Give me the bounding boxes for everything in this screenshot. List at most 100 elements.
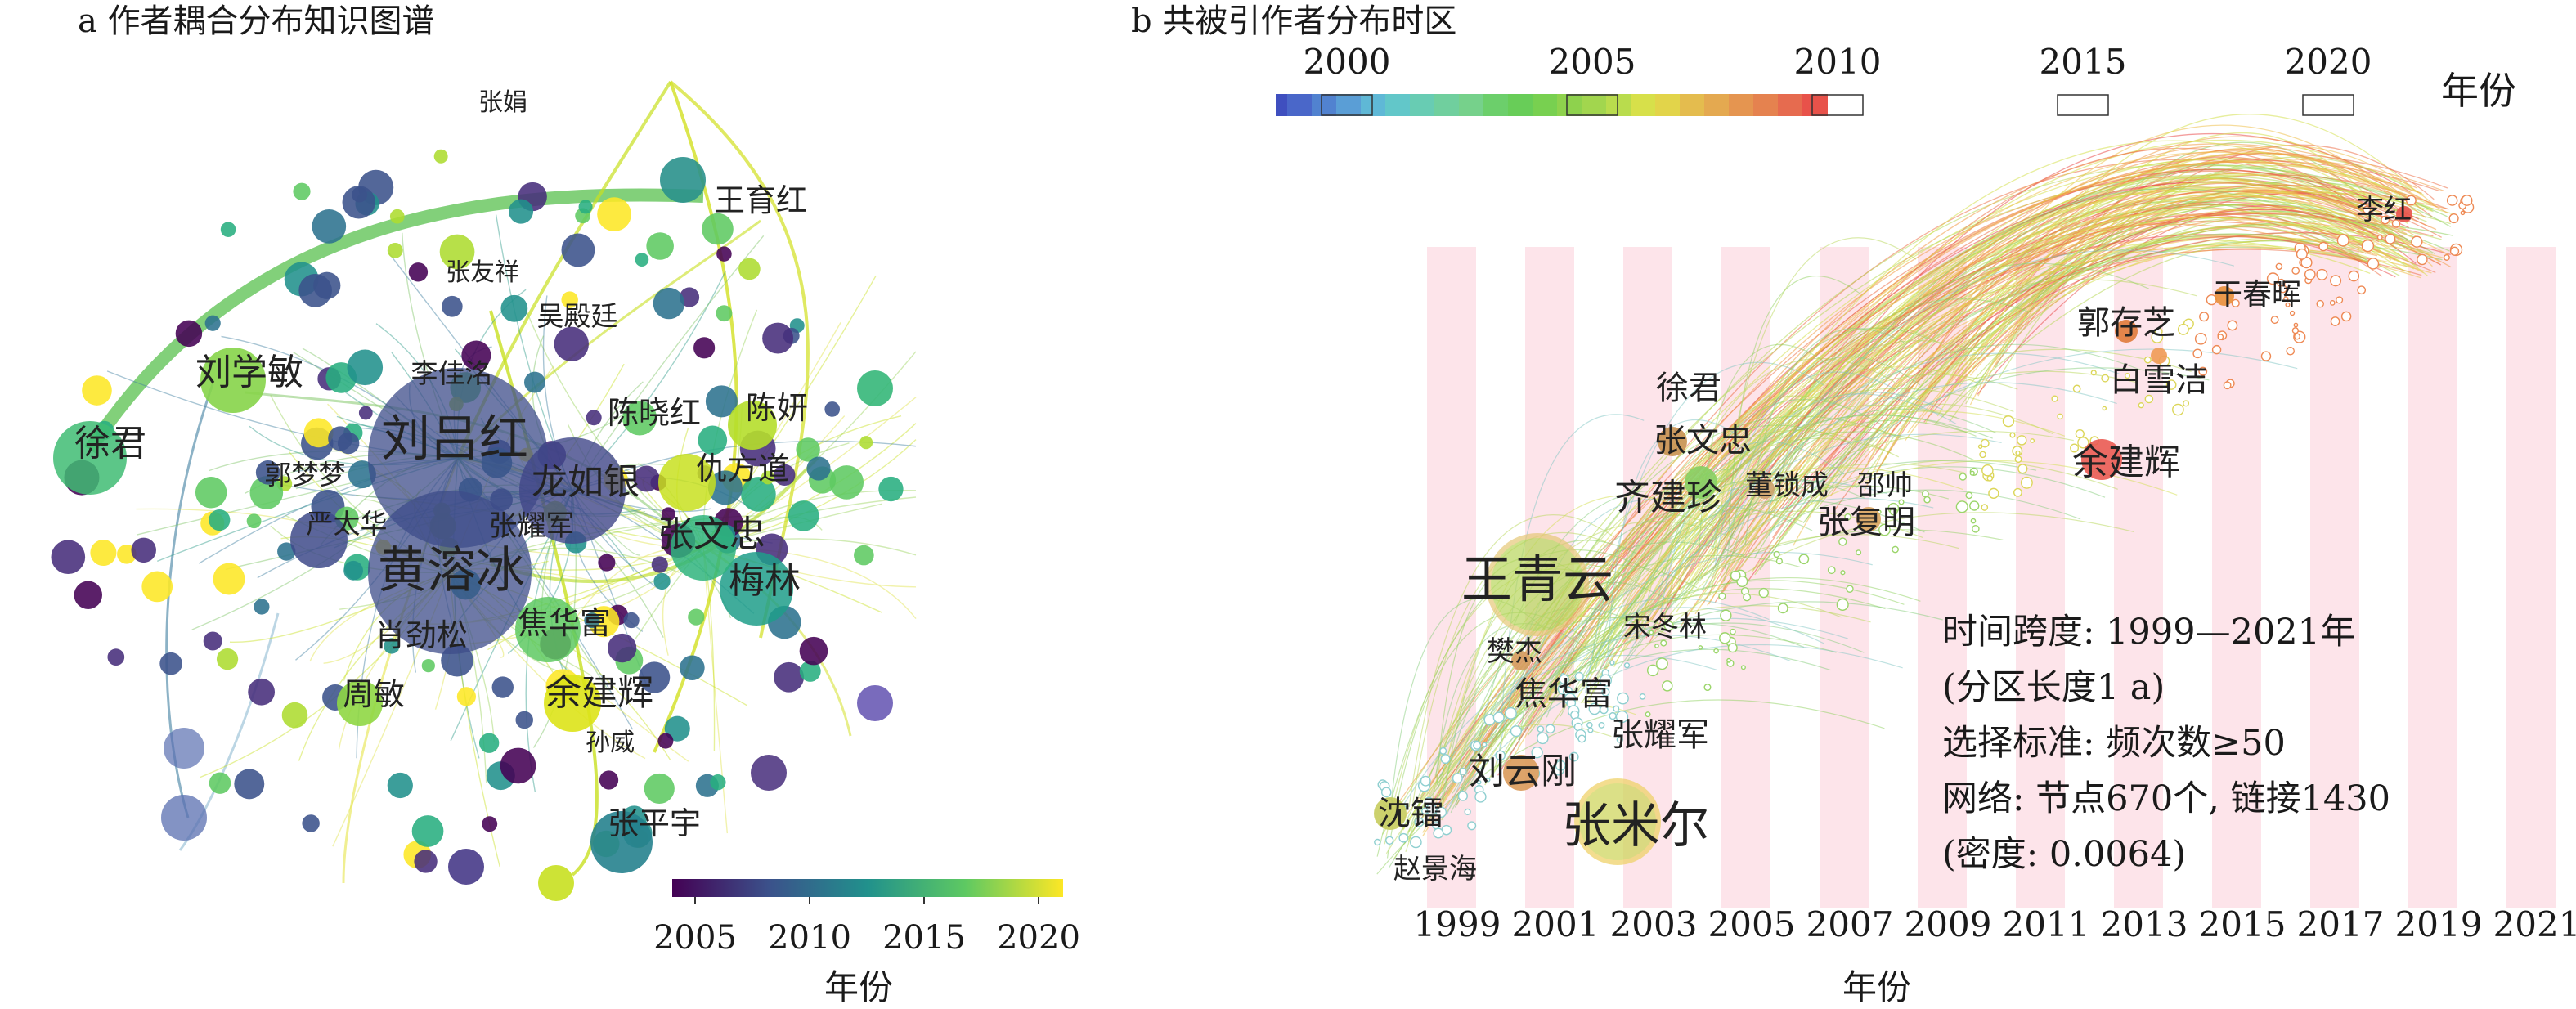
legend-year-label: 2010 <box>1794 42 1882 82</box>
network-node <box>799 660 821 682</box>
node-label: 王青云 <box>1461 549 1613 609</box>
cited-author-node <box>1609 711 1617 720</box>
cited-author-node <box>1485 778 1491 783</box>
network-node <box>500 747 536 784</box>
legend-swatch <box>1631 94 1656 116</box>
network-node <box>131 537 156 563</box>
node-qijianzhen-circle <box>1685 466 1717 499</box>
node-wangyuhong-circle <box>660 157 706 203</box>
cited-author-node <box>2367 258 2380 270</box>
node-label: 张文忠 <box>1654 422 1752 460</box>
cited-author-node <box>2051 395 2058 402</box>
node-right-purple-circle <box>857 685 893 721</box>
network-node <box>693 337 716 359</box>
cited-author-node <box>2013 487 2022 497</box>
cited-author-node <box>1537 725 1545 733</box>
node-zhangpingyu-circle <box>590 811 653 873</box>
cited-author-node <box>2266 272 2279 285</box>
cited-author-node <box>1970 518 1977 524</box>
network-node <box>710 774 726 791</box>
network-node <box>461 340 491 370</box>
network-node <box>312 209 347 244</box>
cited-author-node <box>1439 747 1447 755</box>
year-band <box>2212 247 2261 908</box>
info-timespan: 时间跨度: 1999—2021年 <box>1942 612 2356 652</box>
network-node <box>220 222 236 237</box>
node-label: 焦华富 <box>1515 675 1613 713</box>
network-node <box>442 295 463 317</box>
year-color-legend: 2000 2005 2010 2015 2020 <box>1276 42 2372 116</box>
cited-author-node <box>2381 215 2390 225</box>
network-node <box>255 460 280 485</box>
node-baixuejie-circle <box>2151 348 2167 364</box>
cited-author-node <box>1838 537 1847 546</box>
info-density: (密度: 0.0064) <box>1942 834 2187 875</box>
network-node <box>195 477 227 509</box>
panel-a-colorbar <box>672 879 1063 897</box>
legend-swatch <box>1533 94 1558 116</box>
cited-author-node <box>2030 438 2035 443</box>
node-label: 刘吕红 <box>381 410 528 468</box>
network-node <box>623 612 640 629</box>
network-node <box>702 213 734 245</box>
node-xujun-circle <box>53 421 127 495</box>
network-node <box>293 182 311 200</box>
cited-author-node <box>1482 742 1488 747</box>
x-tick-label: 2009 <box>1905 904 1992 944</box>
network-node <box>248 678 276 706</box>
network-node <box>387 242 403 258</box>
cited-author-node <box>2172 403 2184 416</box>
cited-author-node <box>2318 241 2328 252</box>
cited-author-node <box>2020 476 2033 489</box>
cited-author-node <box>1923 496 1931 504</box>
network-node <box>358 406 373 420</box>
network-node <box>387 772 413 799</box>
cited-author-node <box>1433 827 1444 839</box>
cited-author-node <box>1981 504 1989 511</box>
legend-swatch <box>1582 94 1607 116</box>
cited-author-node <box>1718 592 1726 600</box>
node-label: 宋冬林 <box>1623 611 1707 644</box>
network-node <box>343 560 363 581</box>
cited-author-node <box>1599 674 1613 687</box>
network-node <box>829 465 864 500</box>
node-label: 张复明 <box>1817 504 1915 541</box>
node-yujianhui-b-circle <box>2081 439 2122 480</box>
node-label: 余建辉 <box>545 672 653 714</box>
network-node <box>342 186 375 219</box>
node-label: 徐君 <box>1656 370 1721 407</box>
colorbar-tick-label: 2020 <box>997 919 1080 957</box>
cited-author-node <box>1473 741 1482 750</box>
cited-author-node <box>2223 381 2232 390</box>
node-jiaohuafu-circle <box>515 597 581 662</box>
legend-swatch <box>1336 94 1362 116</box>
x-tick-label: 2021 <box>2493 904 2576 944</box>
cited-author-node <box>1654 644 1659 648</box>
network-node <box>762 322 794 354</box>
cited-author-node <box>2075 428 2085 439</box>
cited-author-node <box>2376 234 2383 240</box>
node-label: 陈晓红 <box>608 395 701 431</box>
x-tick-label: 2007 <box>1806 904 1894 944</box>
x-tick-label: 2001 <box>1512 904 1600 944</box>
cited-author-node <box>1531 746 1543 759</box>
cited-author-node <box>2304 268 2316 280</box>
legend-swatch <box>1802 94 1828 116</box>
cited-author-node <box>1986 475 1994 482</box>
cited-author-node <box>2329 300 2336 306</box>
x-tick-label: 2003 <box>1610 904 1698 944</box>
cited-author-node <box>2417 253 2428 266</box>
cited-author-node <box>1457 791 1468 801</box>
node-fanjie-circle <box>1511 651 1531 670</box>
cited-author-node <box>1777 603 1788 614</box>
cited-author-node <box>2361 239 2375 253</box>
year-band <box>2310 247 2359 908</box>
node-label: 黄溶冰 <box>378 542 525 599</box>
network-node <box>82 375 112 406</box>
network-node <box>646 232 674 260</box>
legend-unit-label: 年份 <box>2441 69 2516 113</box>
network-node <box>209 772 231 794</box>
network-node <box>688 608 705 626</box>
network-node <box>661 507 675 522</box>
